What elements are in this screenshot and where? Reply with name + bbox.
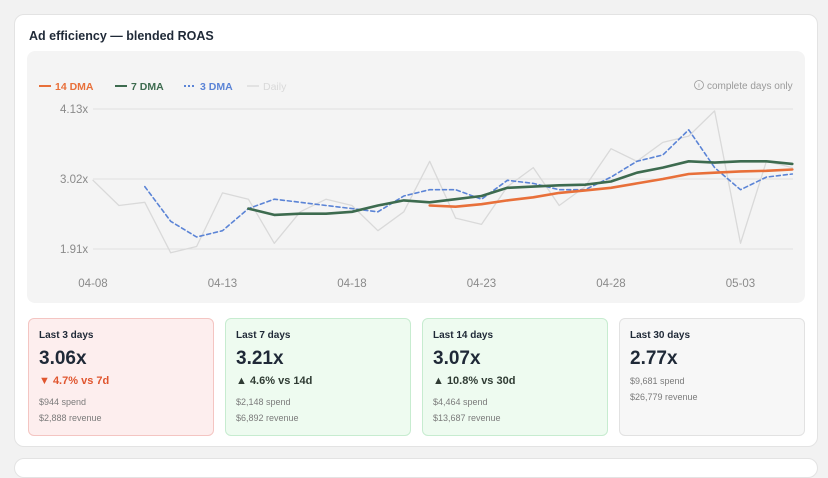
info-icon-glyph: i — [698, 83, 699, 90]
x-tick-label: 04-23 — [467, 278, 496, 290]
series-line-dma3 — [144, 129, 794, 238]
tile-revenue: $2,888 revenue — [39, 413, 102, 423]
series-line-dma7 — [247, 160, 794, 217]
tile-change: ▲ 10.8% vs 30d — [433, 375, 516, 387]
x-tick-label: 04-28 — [596, 278, 625, 290]
next-card — [14, 458, 818, 478]
complete-days-note: complete days only — [707, 81, 793, 92]
y-tick-label: 3.02x — [60, 174, 88, 186]
card-title: Ad efficiency — blended ROAS — [29, 29, 214, 43]
chart-panel: 4.13x 3.02x 1.91x 04-08 04-13 04-18 04-23 04-28… — [27, 51, 805, 303]
tile-revenue: $13,687 revenue — [433, 413, 501, 423]
tile-change: ▲ 4.6% vs 14d — [236, 375, 313, 387]
x-tick-label: 04-08 — [78, 278, 107, 290]
info-icon — [694, 80, 704, 90]
y-tick-label: 1.91x — [60, 244, 88, 256]
series-line-daily — [92, 110, 793, 254]
tile-spend: $944 spend — [39, 397, 87, 407]
tile-label: Last 3 days — [39, 330, 94, 341]
series-line-dma14 — [428, 168, 794, 208]
y-tick-label: 4.13x — [60, 104, 88, 116]
tile-label: Last 7 days — [236, 330, 291, 341]
tile-revenue: $26,779 revenue — [630, 392, 698, 402]
summary-tile: Last 30 days 2.77x $9,681 spend $26,779 rev… — [619, 318, 805, 436]
summary-tile: Last 7 days 3.21x ▲ 4.6% vs 14d $2,148 spen… — [225, 318, 411, 436]
summary-tiles: Last 3 days 3.06x ▼ 4.7% vs 7d $944 spend $2… — [28, 318, 806, 436]
tile-value: 3.21x — [236, 348, 284, 369]
tile-spend: $4,464 spend — [433, 397, 488, 407]
tile-value: 3.07x — [433, 348, 481, 369]
tile-revenue: $6,892 revenue — [236, 413, 299, 423]
tile-label: Last 30 days — [630, 330, 691, 341]
summary-tile: Last 3 days 3.06x ▼ 4.7% vs 7d $944 spend $2… — [28, 318, 214, 436]
x-tick-label: 05-03 — [726, 278, 755, 290]
tile-value: 2.77x — [630, 348, 678, 369]
legend-label-dma14: 14 DMA — [55, 81, 94, 93]
legend-label-dma7: 7 DMA — [131, 81, 164, 93]
roas-line-chart: 4.13x 3.02x 1.91x 04-08 04-13 04-18 04-23 04-28… — [39, 80, 794, 290]
tile-spend: $9,681 spend — [630, 376, 685, 386]
tile-change: ▼ 4.7% vs 7d — [39, 375, 110, 387]
legend-label-dma3: 3 DMA — [200, 81, 233, 93]
summary-tile: Last 14 days 3.07x ▲ 10.8% vs 30d $4,464 sp… — [422, 318, 608, 436]
legend-label-daily: Daily — [263, 81, 287, 93]
x-tick-label: 04-13 — [208, 278, 237, 290]
ad-efficiency-card: Ad efficiency — blended ROAS 4.13x 3.02x 1… — [14, 14, 818, 447]
tile-label: Last 14 days — [433, 330, 494, 341]
tile-value: 3.06x — [39, 348, 87, 369]
x-tick-label: 04-18 — [337, 278, 366, 290]
tile-spend: $2,148 spend — [236, 397, 291, 407]
